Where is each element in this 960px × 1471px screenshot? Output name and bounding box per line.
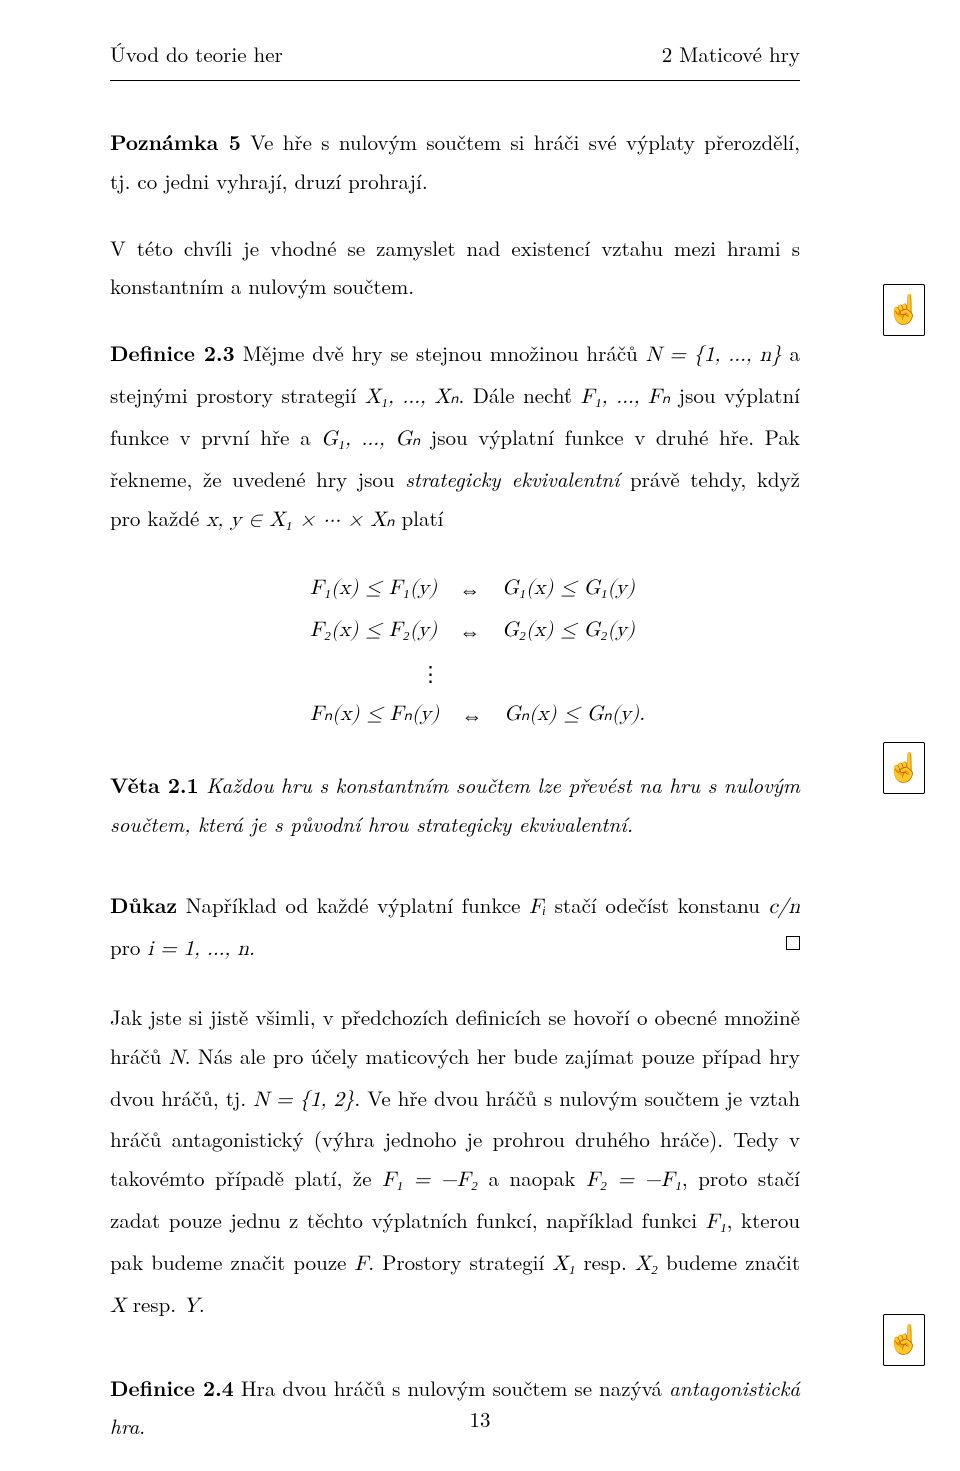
bp-seg10: resp. xyxy=(126,1289,183,1319)
def23-seg7: platí xyxy=(395,503,444,533)
def23-term: strategicky ekvivalentní xyxy=(405,464,619,494)
eq-row-2: F₂(x) ≤ F₂(y) ⇔ G₂(x) ≤ G₂(y) xyxy=(310,610,800,652)
main-paragraph: Jak jste si jistě všimli, v předchozích … xyxy=(110,998,800,1327)
eq-vdots: ⋮ xyxy=(310,652,800,694)
margin-hand-icon xyxy=(883,1314,925,1366)
eq2-left: F₂(x) ≤ F₂(y) xyxy=(310,610,437,652)
remark-5: Poznámka 5 Ve hře s nulovým součtem si h… xyxy=(110,123,800,201)
theorem-text: Každou hru s konstantním součtem lze pře… xyxy=(110,770,800,839)
bp-seg11: . xyxy=(199,1289,205,1319)
header-right: 2 Maticové hry xyxy=(662,35,800,74)
bp-seg8: resp. xyxy=(575,1247,634,1277)
bp-seg4: a naopak xyxy=(478,1163,586,1193)
theorem-2-1: Věta 2.1 Každou hru s konstantním součte… xyxy=(110,766,800,844)
bp-X1: X₁ xyxy=(552,1254,575,1275)
vdots-icon: ⋮ xyxy=(420,652,441,694)
def23-Flist: F₁, …, Fₙ xyxy=(581,387,670,408)
bp-F: F xyxy=(355,1254,369,1275)
bp-X2: X₂ xyxy=(635,1254,658,1275)
eq-iff-1: ⇔ xyxy=(459,568,480,610)
qed-icon xyxy=(786,936,800,950)
def23-Glist: G₁, …, Gₙ xyxy=(321,429,420,450)
eqn-left: Fₙ(x) ≤ Fₙ(y) xyxy=(310,694,439,736)
page-header: Úvod do teorie her 2 Maticové hry xyxy=(110,35,800,81)
proof-cn: c/n xyxy=(769,897,801,918)
definition-label: Definice 2.3 xyxy=(110,338,235,368)
eq-iff-n: ⇔ xyxy=(461,694,482,736)
page-number: 13 xyxy=(0,1400,960,1439)
eqn-right: Gₙ(x) ≤ Gₙ(y). xyxy=(504,694,645,736)
eq1-left: F₁(x) ≤ F₁(y) xyxy=(310,568,437,610)
proof-block: Důkaz Například od každé výplatní funkce… xyxy=(110,886,800,970)
theorem-label: Věta 2.1 xyxy=(110,770,199,800)
bp-F1: F₁ xyxy=(706,1212,727,1233)
def23-Xlist: X₁, …, Xₙ xyxy=(365,387,459,408)
bp-Y: Y xyxy=(183,1296,199,1317)
equation-block: F₁(x) ≤ F₁(y) ⇔ G₁(x) ≤ G₁(y) F₂(x) ≤ F₂… xyxy=(310,568,800,736)
proof-label: Důkaz xyxy=(110,890,177,920)
bp-N12: N = {1, 2} xyxy=(253,1090,354,1111)
definition-2-3: Definice 2.3 Mějme dvě hry se stejnou mn… xyxy=(110,334,800,540)
eq-row-1: F₁(x) ≤ F₁(y) ⇔ G₁(x) ≤ G₁(y) xyxy=(310,568,800,610)
def23-seg1: Mějme dvě hry se stejnou množinou hráčů xyxy=(235,338,646,368)
def24-seg1: Hra dvou hráčů s nulovým součtem se nazý… xyxy=(234,1373,669,1403)
def23-N: N = {1, …, n} xyxy=(646,345,782,366)
bp-X: X xyxy=(110,1296,126,1317)
def24-label: Definice 2.4 xyxy=(110,1373,234,1403)
bp-eq2: F₂ = −F₁ xyxy=(586,1170,682,1191)
bp-N: N xyxy=(169,1048,185,1069)
bp-seg7: . Prostory strategií xyxy=(368,1247,552,1277)
proof-Fi: Fᵢ xyxy=(529,897,546,918)
margin-hand-icon xyxy=(883,742,925,794)
bp-seg9: budeme značit xyxy=(658,1247,800,1277)
eq-row-n: Fₙ(x) ≤ Fₙ(y) ⇔ Gₙ(x) ≤ Gₙ(y). xyxy=(310,694,800,736)
proof-range: i = 1, …, n. xyxy=(147,939,254,960)
header-left: Úvod do teorie her xyxy=(110,35,283,74)
proof-seg3: pro xyxy=(110,932,147,962)
proof-seg2: stačí odečíst konstanu xyxy=(546,890,768,920)
eq-iff-2: ⇔ xyxy=(459,610,480,652)
lead-paragraph: V této chvíli je vhodné se zamyslet nad … xyxy=(110,229,800,307)
bp-eq1: F₁ = −F₂ xyxy=(382,1170,478,1191)
proof-seg1: Například od každé výplatní funkce xyxy=(177,890,529,920)
remark-label: Poznámka 5 xyxy=(110,127,241,157)
def23-seg3: . Dále nechť xyxy=(458,380,580,410)
eq2-right: G₂(x) ≤ G₂(y) xyxy=(502,610,635,652)
margin-hand-icon xyxy=(883,284,925,336)
def23-xy: x, y ∈ X₁ × ··· × Xₙ xyxy=(206,510,394,531)
eq1-right: G₁(x) ≤ G₁(y) xyxy=(502,568,635,610)
